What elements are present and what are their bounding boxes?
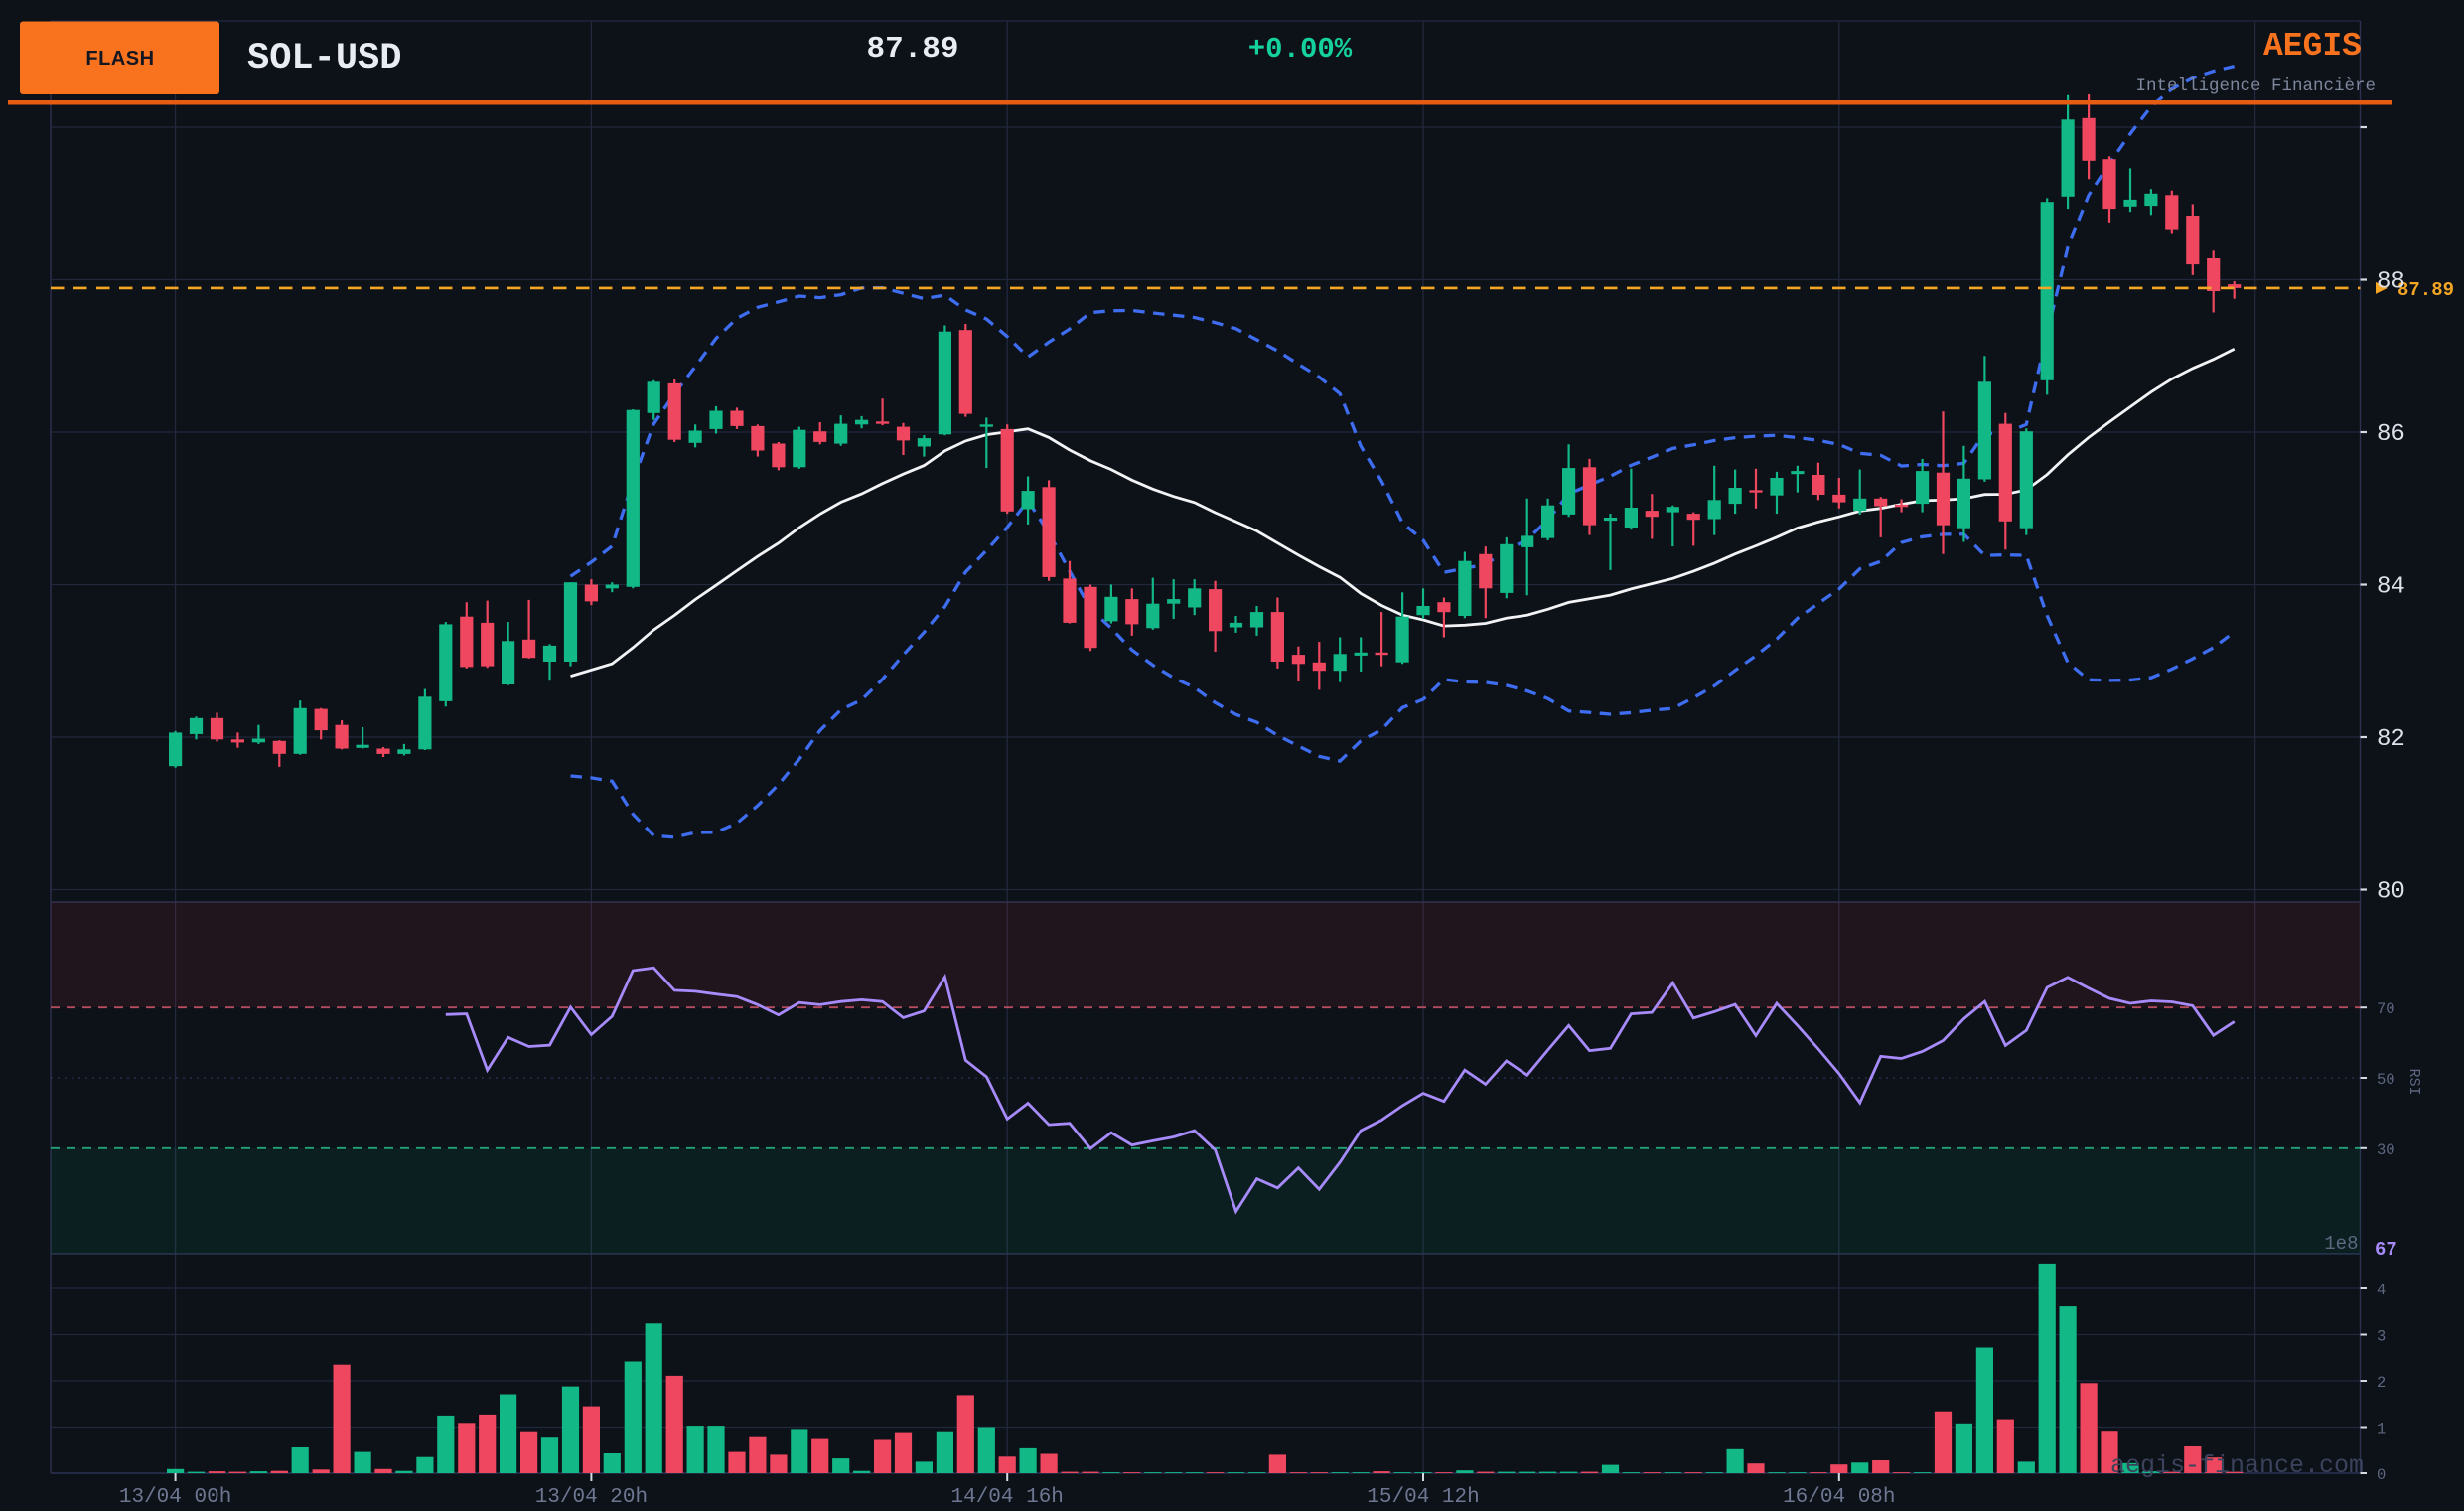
svg-text:0: 0: [2377, 1466, 2386, 1484]
svg-text:4: 4: [2377, 1282, 2386, 1299]
svg-text:SOL-USD: SOL-USD: [247, 38, 401, 79]
svg-text:87.89: 87.89: [866, 32, 958, 67]
svg-text:13/04 20h: 13/04 20h: [535, 1486, 648, 1506]
svg-text:15/04 12h: 15/04 12h: [1367, 1486, 1479, 1506]
svg-text:80: 80: [2377, 879, 2405, 906]
svg-text:50: 50: [2377, 1071, 2395, 1089]
svg-text:RSI: RSI: [2405, 1068, 2422, 1095]
svg-text:30: 30: [2377, 1141, 2395, 1159]
svg-text:+0.00%: +0.00%: [1248, 33, 1353, 66]
svg-text:70: 70: [2377, 1000, 2395, 1018]
svg-text:1: 1: [2377, 1421, 2386, 1438]
svg-text:3: 3: [2377, 1328, 2386, 1346]
svg-text:14/04 16h: 14/04 16h: [950, 1486, 1063, 1506]
svg-text:84: 84: [2377, 574, 2405, 601]
svg-text:1e8: 1e8: [2324, 1233, 2358, 1255]
svg-text:87.89: 87.89: [2397, 279, 2454, 301]
svg-text:AEGIS: AEGIS: [2263, 28, 2362, 65]
svg-text:2: 2: [2377, 1374, 2386, 1392]
svg-text:86: 86: [2377, 421, 2405, 448]
svg-text:16/04 08h: 16/04 08h: [1783, 1486, 1895, 1506]
svg-text:FLASH: FLASH: [85, 48, 154, 70]
svg-text:13/04 00h: 13/04 00h: [119, 1486, 231, 1506]
svg-text:67: 67: [2375, 1239, 2397, 1261]
svg-text:Intelligence Financière: Intelligence Financière: [2135, 76, 2376, 96]
svg-text:aegis-finance.com: aegis-finance.com: [2110, 1451, 2364, 1480]
svg-text:88: 88: [2377, 269, 2405, 296]
svg-text:82: 82: [2377, 726, 2405, 753]
